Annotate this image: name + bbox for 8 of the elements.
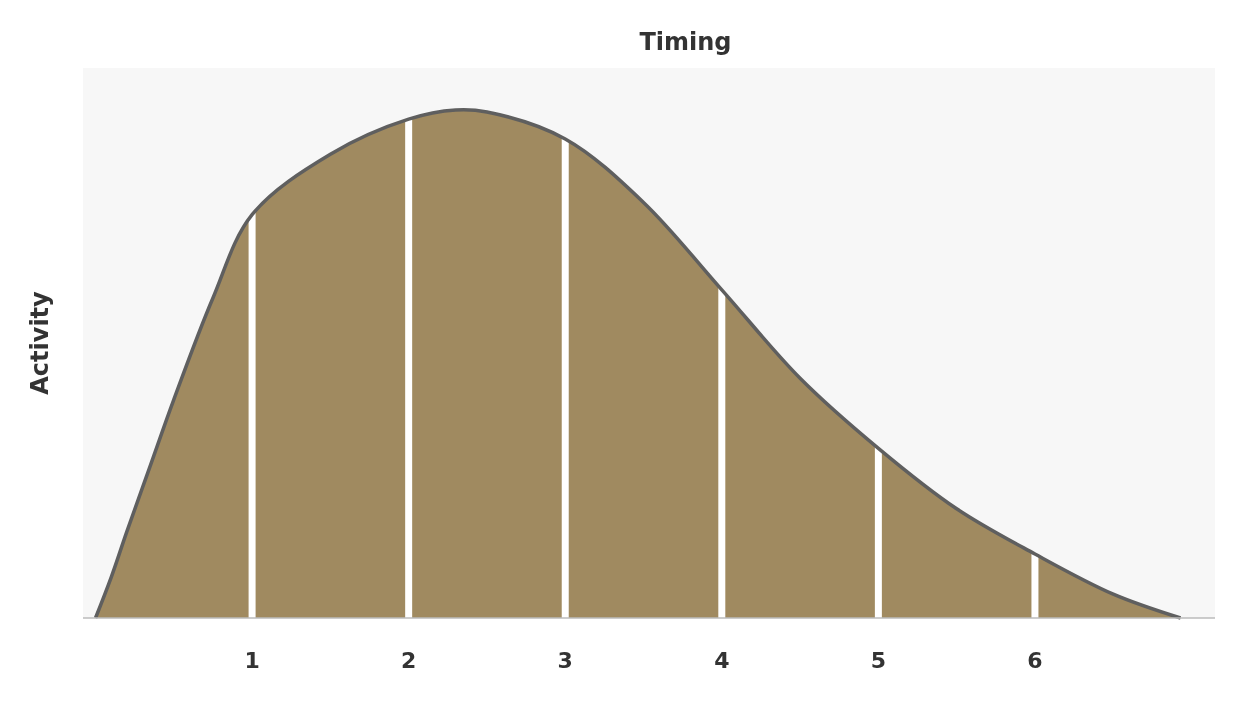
x-tick-label: 3: [557, 648, 573, 673]
x-tick-label: 4: [714, 648, 730, 673]
chart-title: Timing: [639, 28, 732, 56]
x-tick-label: 5: [870, 648, 887, 673]
x-tick-label: 6: [1027, 648, 1043, 673]
x-tick-label: 1: [244, 648, 260, 673]
x-tick-label: 2: [401, 648, 417, 673]
y-axis-title: Activity: [26, 290, 54, 395]
